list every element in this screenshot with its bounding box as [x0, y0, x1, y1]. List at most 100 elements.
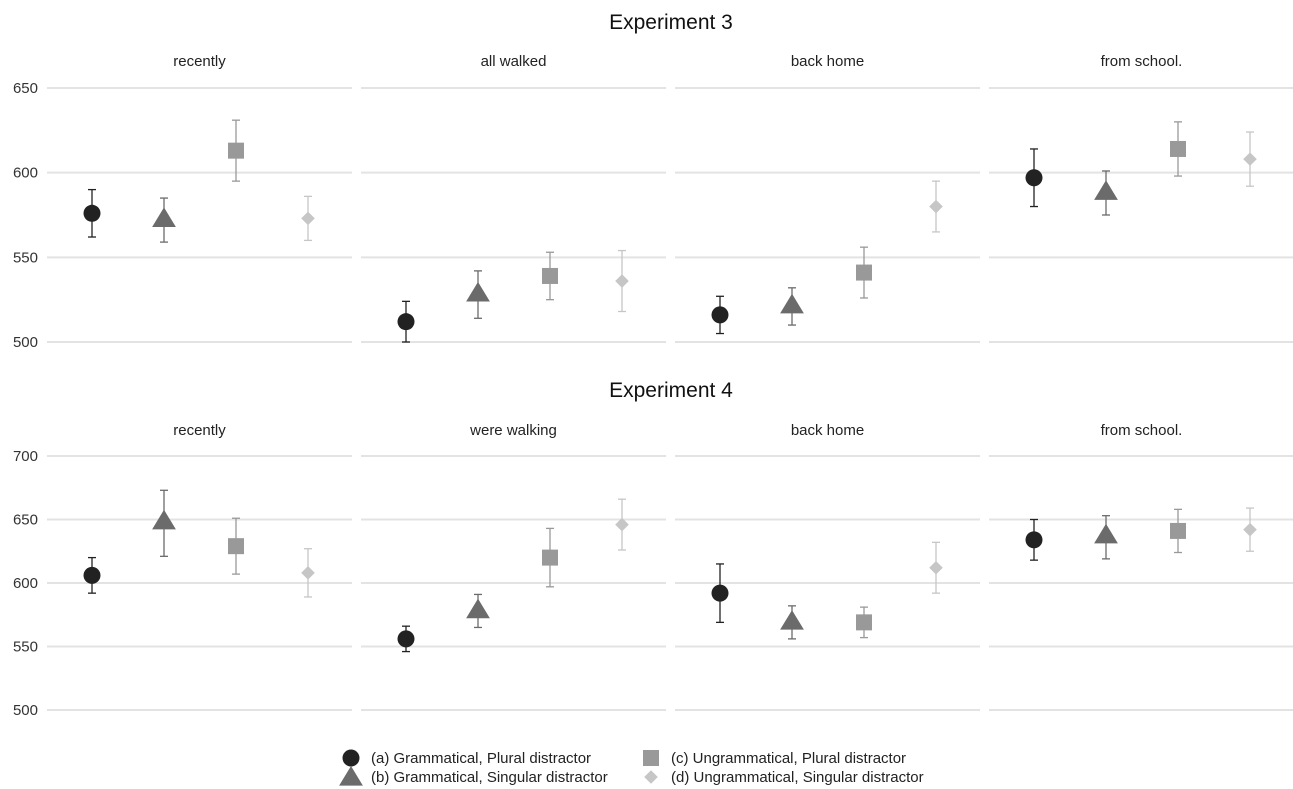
legend-label: (c) Ungrammatical, Plural distractor — [671, 750, 906, 767]
square-marker — [542, 549, 558, 566]
legend-diamond-marker — [644, 770, 658, 784]
diamond-marker — [615, 274, 629, 288]
y-tick-label: 600 — [13, 575, 38, 592]
data-point-c — [542, 251, 558, 301]
circle-marker — [83, 204, 101, 222]
data-point-c — [1170, 508, 1186, 554]
data-point-c — [542, 527, 558, 588]
panel-title: from school. — [1101, 422, 1183, 439]
facet-panel: back home — [675, 53, 980, 343]
triangle-marker — [466, 598, 490, 619]
square-marker — [542, 267, 558, 284]
experiment-3-chart: Experiment 3 500 550 600 650 recently all walk… — [13, 11, 1293, 351]
legend-circle-marker — [342, 749, 360, 767]
circle-marker — [1025, 169, 1043, 187]
facet-panel: from school. — [989, 422, 1293, 711]
legend-label: (b) Grammatical, Singular distractor — [371, 769, 608, 786]
legend-item: (d) Ungrammatical, Singular distractor — [644, 769, 924, 786]
data-point-d — [929, 541, 943, 594]
data-point-a — [1025, 148, 1043, 208]
y-tick-label: 650 — [13, 512, 38, 529]
panel-title: recently — [173, 422, 226, 439]
panel-title: all walked — [481, 53, 547, 70]
data-point-a — [711, 563, 729, 624]
data-point-c — [228, 517, 244, 575]
square-marker — [1170, 522, 1186, 539]
experiment-4-chart: Experiment 4 500 550 600 650 700 recently were … — [13, 379, 1293, 719]
data-point-c — [856, 246, 872, 299]
y-tick-label: 700 — [13, 448, 38, 465]
data-point-d — [301, 195, 315, 242]
data-point-c — [856, 606, 872, 639]
data-point-a — [397, 625, 415, 653]
experiment-title: Experiment 3 — [609, 11, 733, 34]
data-point-a — [397, 300, 415, 343]
data-point-a — [711, 295, 729, 335]
square-marker — [228, 142, 244, 159]
data-point-a — [1025, 518, 1043, 561]
legend-item: (b) Grammatical, Singular distractor — [339, 766, 608, 786]
triangle-marker — [1094, 523, 1118, 544]
data-point-b — [152, 197, 176, 243]
y-tick-label: 550 — [13, 639, 38, 656]
panel-title: back home — [791, 422, 864, 439]
data-point-b — [1094, 170, 1118, 216]
legend-label: (a) Grammatical, Plural distractor — [371, 750, 591, 767]
data-point-a — [83, 556, 101, 594]
legend-square-marker — [643, 750, 659, 766]
square-marker — [856, 264, 872, 281]
circle-marker — [711, 306, 729, 324]
diamond-marker — [301, 211, 315, 226]
square-marker — [1170, 140, 1186, 157]
y-tick-label: 550 — [13, 249, 38, 266]
data-point-b — [466, 593, 490, 629]
data-point-b — [466, 270, 490, 319]
facet-panel: back home — [675, 422, 980, 711]
data-point-b — [780, 287, 804, 326]
experiment-title: Experiment 4 — [609, 379, 733, 402]
triangle-marker — [466, 281, 490, 302]
circle-marker — [1025, 531, 1043, 549]
data-point-c — [1170, 121, 1186, 177]
diamond-marker — [1243, 152, 1257, 166]
panel-title: back home — [791, 53, 864, 70]
facet-panel: all walked — [361, 53, 666, 343]
square-marker — [856, 614, 872, 631]
panel-title: recently — [173, 53, 226, 70]
data-point-d — [929, 180, 943, 233]
legend-triangle-marker — [339, 766, 363, 786]
facet-panel: recently — [47, 422, 352, 711]
square-marker — [228, 538, 244, 555]
y-tick-label: 500 — [13, 702, 38, 719]
triangle-marker — [780, 610, 804, 630]
legend: (a) Grammatical, Plural distractor (b) Gr… — [339, 749, 924, 786]
y-tick-label: 500 — [13, 334, 38, 351]
diamond-marker — [1243, 522, 1257, 537]
data-point-d — [301, 548, 315, 598]
data-point-d — [1243, 131, 1257, 187]
legend-label: (d) Ungrammatical, Singular distractor — [671, 769, 924, 786]
diamond-marker — [615, 517, 629, 532]
data-point-d — [615, 249, 629, 313]
diamond-marker — [301, 566, 315, 580]
circle-marker — [83, 566, 101, 584]
panel-title: from school. — [1101, 53, 1183, 70]
circle-marker — [397, 630, 415, 648]
diamond-marker — [929, 199, 943, 214]
data-point-d — [615, 498, 629, 551]
data-point-d — [1243, 507, 1257, 552]
diamond-marker — [929, 560, 943, 575]
data-point-b — [780, 605, 804, 640]
triangle-marker — [780, 293, 804, 314]
facet-panel: from school. — [989, 53, 1293, 343]
y-tick-label: 650 — [13, 80, 38, 97]
triangle-marker — [152, 207, 176, 227]
data-point-b — [152, 489, 176, 557]
panel-title: were walking — [469, 422, 557, 439]
facet-panel: were walking — [361, 422, 666, 711]
legend-item: (c) Ungrammatical, Plural distractor — [643, 750, 906, 767]
circle-marker — [397, 313, 415, 331]
triangle-marker — [152, 509, 176, 530]
data-point-a — [83, 188, 101, 238]
